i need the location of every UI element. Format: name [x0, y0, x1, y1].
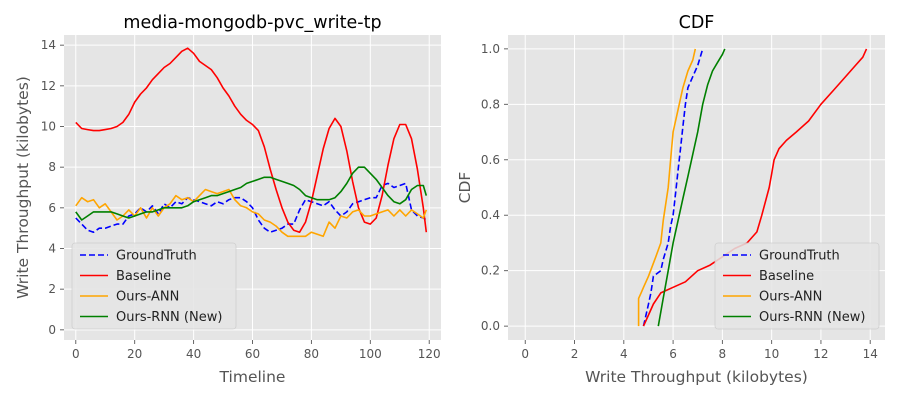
right-series-line-3: [657, 48, 726, 327]
right-x-tick-label: 0: [521, 347, 529, 361]
left-x-tick-label: 100: [359, 347, 382, 361]
left-legend-label-0: GroundTruth: [116, 249, 197, 264]
right-legend-box: [714, 242, 880, 330]
right-x-tick-label: 14: [863, 347, 878, 361]
right-chart: 0 2 4 6 8 10 12 14 0.0 0.2 0.4 0.6 0.8 1.0 CDF Write …: [456, 13, 885, 386]
left-x-tick-label: 20: [127, 347, 142, 361]
right-legend-label-3: Ours-RNN (New): [759, 310, 865, 325]
right-y-tick-label: 0.4: [481, 208, 500, 222]
left-y-tick-label: 6: [48, 201, 56, 215]
right-y-tick-label: 0.8: [481, 97, 500, 111]
right-x-tick-label: 10: [764, 347, 779, 361]
left-series-line-0: [75, 182, 427, 233]
right-y-tick-label: 0.6: [481, 153, 500, 167]
left-y-tick-label: 0: [48, 323, 56, 337]
right-legend-label-1: Baseline: [759, 269, 814, 284]
left-series-line-1: [75, 47, 428, 233]
right-y-tick-label: 0.2: [481, 264, 500, 278]
right-x-axis-label: Write Throughput (kilobytes): [585, 368, 808, 386]
right-series-line-1: [642, 48, 868, 327]
right-chart-title: CDF: [679, 13, 715, 33]
left-y-tick-label: 14: [41, 38, 56, 52]
left-series-line-3: [75, 166, 428, 221]
left-legend-label-1: Baseline: [116, 269, 171, 284]
right-y-tick-label: 1.0: [481, 42, 500, 56]
right-series: [637, 48, 868, 327]
left-x-tick-label: 80: [304, 347, 319, 361]
left-chart-title: media-mongodb-pvc_write-tp: [123, 13, 381, 33]
left-y-tick-label: 4: [48, 242, 56, 256]
left-chart: 0 20 40 60 80 100 120 0 2 4 6 8 10 12 14 media-mongodb…: [14, 13, 441, 386]
left-legend-label-3: Ours-RNN (New): [116, 310, 222, 325]
right-ticks: 0 2 4 6 8 10 12 14 0.0 0.2 0.4 0.6 0.8 1.0: [481, 42, 878, 361]
right-y-axis-label: CDF: [456, 172, 474, 204]
left-x-tick-label: 0: [72, 347, 80, 361]
left-y-tick-label: 2: [48, 282, 56, 296]
left-y-tick-label: 10: [41, 120, 56, 134]
right-series-line-2: [637, 48, 697, 327]
left-x-tick-label: 60: [245, 347, 260, 361]
left-legend-box: [71, 242, 237, 330]
left-legend-label-2: Ours-ANN: [116, 290, 179, 305]
right-x-tick-label: 2: [571, 347, 579, 361]
left-x-tick-label: 120: [418, 347, 441, 361]
right-legend: GroundTruth Baseline Ours-ANN Ours-RNN (New…: [714, 242, 880, 330]
left-y-axis-label: Write Throughput (kilobytes): [14, 76, 32, 299]
left-series: [75, 47, 428, 238]
right-series-line-0: [642, 48, 704, 327]
right-legend-label-2: Ours-ANN: [759, 290, 822, 305]
left-y-tick-label: 8: [48, 160, 56, 174]
right-y-tick-label: 0.0: [481, 319, 500, 333]
left-legend: GroundTruth Baseline Ours-ANN Ours-RNN (New…: [71, 242, 237, 330]
right-x-tick-label: 12: [813, 347, 828, 361]
left-x-tick-label: 40: [186, 347, 201, 361]
right-legend-label-0: GroundTruth: [759, 249, 840, 264]
right-x-tick-label: 8: [719, 347, 727, 361]
right-x-tick-label: 4: [620, 347, 628, 361]
right-x-tick-label: 6: [669, 347, 677, 361]
left-ticks: 0 20 40 60 80 100 120 0 2 4 6 8 10 12 14: [41, 38, 441, 361]
left-x-axis-label: Timeline: [219, 368, 286, 386]
left-y-tick-label: 12: [41, 79, 56, 93]
